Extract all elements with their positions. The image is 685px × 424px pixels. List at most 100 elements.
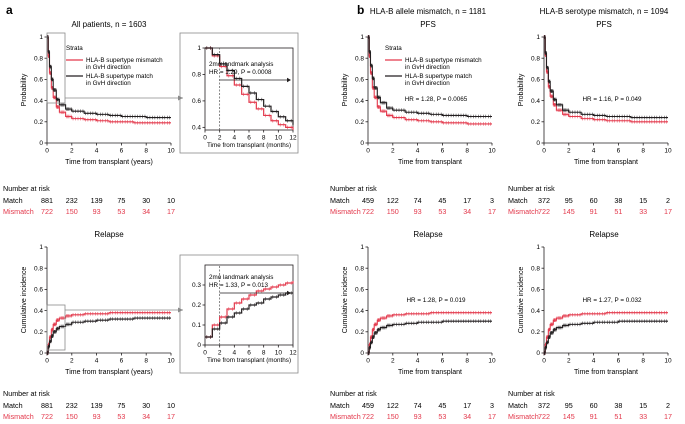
series-match [46, 316, 171, 355]
legend-a-match-line2: in GvH direction [86, 80, 131, 87]
risk-match-count: 74 [414, 196, 422, 205]
y-axis-label: Cumulative incidence [342, 267, 349, 334]
y-tick-label: 1 [360, 34, 364, 41]
x-axis-label: Time from transplant [398, 369, 462, 376]
risk-mismatch-count: 722 [362, 207, 374, 216]
y-tick-label: 0.8 [531, 265, 540, 272]
hazard-ratio-annotation: HR = 1.27, P = 0.032 [582, 297, 642, 304]
y-tick-label: 0.8 [192, 72, 201, 79]
x-tick-label: 8 [144, 358, 148, 365]
risk-match-count: 2 [666, 196, 670, 205]
risk-mismatch-count: 91 [590, 412, 598, 421]
series-match [367, 35, 492, 119]
plot-serotype-relapse: 0 2 4 6 8 10 0 0.2 0.4 0.6 0.8 1 Time from transplan… [518, 244, 672, 376]
series-mismatch [543, 310, 668, 355]
risk-match-count: 45 [438, 401, 446, 410]
legend-a-strata: Strata [66, 45, 83, 52]
risk-mismatch-label: Mismatch [3, 412, 34, 421]
risk-mismatch-count: 17 [488, 412, 496, 421]
risk-match-count: 3 [490, 196, 494, 205]
series-match [543, 35, 668, 120]
risk-match-count: 38 [614, 196, 622, 205]
y-tick-label: 0.1 [192, 322, 201, 329]
x-tick-label: 0 [366, 358, 370, 365]
risk-header: Number at risk [508, 184, 555, 193]
risk-mismatch-count: 17 [167, 412, 175, 421]
x-tick-label: 4 [95, 358, 99, 365]
risk-mismatch-count: 93 [414, 412, 422, 421]
legend-b-mismatch-line2: in GvH direction [405, 64, 450, 71]
x-axis-label: Time from transplant (years) [65, 159, 153, 166]
risk-match-count: 139 [91, 401, 103, 410]
risk-match-count: 17 [463, 196, 471, 205]
risk-match-count: 45 [438, 196, 446, 205]
risk-mismatch-label: Mismatch [508, 207, 539, 216]
y-tick-label: 0 [536, 350, 540, 357]
x-tick-label: 4 [95, 148, 99, 155]
y-tick-label: 0.3 [192, 282, 201, 289]
y-tick-label: 0.6 [531, 287, 540, 294]
x-tick-label: 4 [233, 135, 237, 142]
risk-header: Number at risk [508, 389, 555, 398]
title-serotype-relapse: Relapse [589, 230, 619, 239]
km-curve [205, 292, 293, 338]
title-all-patients: All patients, n = 1603 [72, 20, 147, 29]
risk-mismatch-count: 722 [41, 207, 53, 216]
y-tick-label: 0.2 [355, 119, 364, 126]
y-tick-label: 0.4 [34, 308, 43, 315]
title-allele-pfs: PFS [420, 20, 436, 29]
x-tick-label: 0 [203, 135, 207, 142]
risk-table-a-relapse: Number at risk Match Mismatch 881 722 232 1… [3, 389, 175, 421]
x-tick-label: 2 [70, 148, 74, 155]
km-curve [205, 47, 294, 130]
x-tick-label: 10 [664, 148, 672, 155]
risk-mismatch-count: 53 [117, 207, 125, 216]
x-axis-label: Time from transplant (years) [65, 369, 153, 376]
x-tick-label: 6 [247, 350, 251, 357]
x-axis-label: Time from transplant (months) [207, 142, 291, 149]
hazard-ratio-annotation: HR = 1.28, P = 0.0065 [405, 96, 468, 103]
zoom-box-pfs [46, 32, 66, 104]
risk-mismatch-count: 53 [438, 412, 446, 421]
x-tick-label: 10 [664, 358, 672, 365]
x-tick-label: 6 [441, 358, 445, 365]
plot-allele-pfs: 0 2 4 6 8 10 0 0.2 0.4 0.6 0.8 1 Time from transplan… [342, 34, 496, 166]
y-axis-label: Probability [342, 73, 349, 106]
series-match [46, 35, 171, 120]
risk-match-count: 372 [538, 401, 550, 410]
y-tick-label: 0 [360, 350, 364, 357]
risk-match-count: 17 [463, 401, 471, 410]
risk-match-count: 10 [167, 401, 175, 410]
risk-mismatch-count: 91 [590, 207, 598, 216]
x-tick-label: 10 [275, 350, 283, 357]
risk-mismatch-count: 51 [614, 207, 622, 216]
x-tick-label: 2 [391, 358, 395, 365]
risk-mismatch-count: 17 [167, 207, 175, 216]
zoom-box-relapse [46, 304, 66, 351]
y-tick-label: 0.6 [192, 98, 201, 105]
x-tick-label: 2 [70, 358, 74, 365]
legend-b-mismatch-line1: HLA-B supertype mismatch [405, 57, 482, 64]
hazard-ratio-annotation: HR = 1.16, P = 0.049 [582, 96, 642, 103]
y-tick-label: 0.4 [355, 308, 364, 315]
risk-mismatch-count: 722 [538, 412, 550, 421]
y-tick-label: 0.2 [531, 329, 540, 336]
y-tick-label: 0.2 [355, 329, 364, 336]
x-tick-label: 0 [542, 358, 546, 365]
landmark-label: 2mo landmark analysis [209, 274, 273, 281]
inset-frame [179, 32, 299, 154]
x-tick-label: 6 [247, 135, 251, 142]
risk-match-count: 459 [362, 196, 374, 205]
risk-match-label: Match [3, 401, 23, 410]
x-tick-label: 6 [441, 148, 445, 155]
risk-match-count: 881 [41, 401, 53, 410]
risk-mismatch-label: Mismatch [3, 207, 34, 216]
y-tick-label: 1 [39, 34, 43, 41]
y-tick-label: 1 [39, 244, 43, 251]
x-tick-label: 12 [289, 135, 297, 142]
plot-serotype-pfs: 0 2 4 6 8 10 0 0.2 0.4 0.6 0.8 1 Time from transplan… [518, 34, 672, 166]
risk-match-count: 10 [167, 196, 175, 205]
x-tick-label: 2 [567, 358, 571, 365]
risk-table-serotype-relapse: Number at risk Match Mismatch 372 722 95 14… [508, 389, 672, 421]
